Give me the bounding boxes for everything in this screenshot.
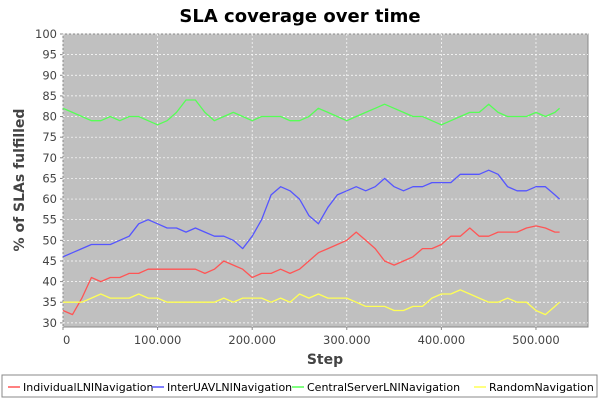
legend-label: CentralServerLNINavigation: [307, 381, 460, 394]
x-tick-label: 500.000: [512, 333, 560, 347]
x-tick-label: 300.000: [323, 333, 371, 347]
series-line-interuavlninavigation: [62, 169, 561, 258]
y-tick-label: 30: [42, 316, 57, 330]
legend-label: RandomNavigation: [489, 381, 594, 394]
series-line-centralserverlninavigation: [62, 99, 561, 126]
y-tick-label: 50: [42, 233, 57, 247]
y-tick-label: 65: [42, 171, 57, 185]
plot-area: 30 35 40 45 50 55 60 65 70 75 80 85 90 95 100 0 100.000 2…: [35, 27, 589, 347]
y-tick-label: 80: [42, 110, 57, 124]
plot-background: [62, 33, 589, 328]
series-line-randomnavigation: [63, 289, 561, 316]
x-tick-label: 400.000: [418, 333, 466, 347]
y-axis-label: % of SLAs fulfilled: [12, 109, 28, 252]
chart-title: SLA coverage over time: [179, 6, 420, 27]
x-tick-label: 200.000: [228, 333, 276, 347]
y-tick-label: 90: [42, 68, 57, 82]
legend-label: IndividualLNINavigation: [23, 381, 154, 394]
x-tick-label: 100.000: [134, 333, 182, 347]
x-axis-label: Step: [307, 352, 343, 368]
x-tick-label: 0: [63, 333, 70, 347]
legend-box: [1, 374, 598, 398]
y-tick-label: 70: [42, 151, 57, 165]
legend: IndividualLNINavigation InterUAVLNINaviga…: [1, 374, 598, 398]
y-tick-label: 40: [42, 275, 57, 289]
legend-label: InterUAVLNINavigation: [167, 381, 292, 394]
y-tick-label: 85: [42, 89, 57, 103]
y-tick-label: 60: [42, 192, 57, 206]
y-tick-label: 100: [35, 27, 57, 41]
series-line-individuallninavigation: [62, 225, 560, 316]
y-tick-label: 45: [42, 254, 57, 268]
y-tick-label: 95: [42, 48, 57, 62]
y-tick-label: 35: [42, 295, 57, 309]
y-tick-label: 55: [42, 213, 57, 227]
y-tick-label: 75: [42, 130, 57, 144]
